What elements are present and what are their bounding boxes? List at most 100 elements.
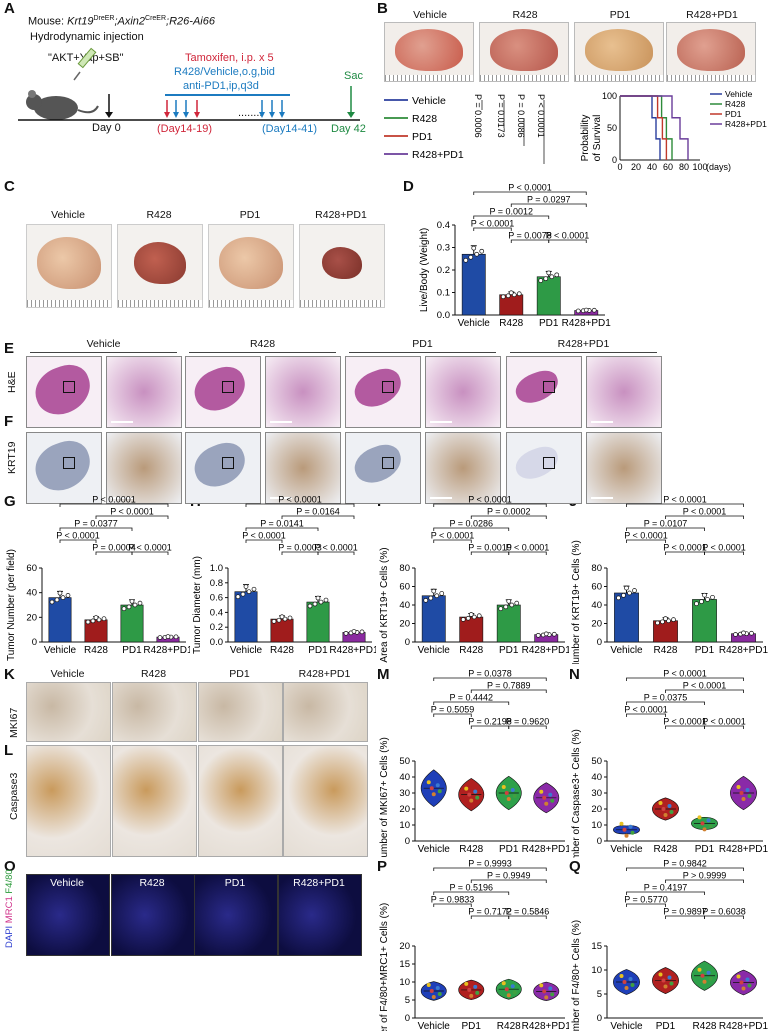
data-point <box>287 615 293 621</box>
significance-bracket <box>626 527 705 531</box>
panel-letter-e: E <box>4 340 15 357</box>
if-image <box>194 874 278 956</box>
data-point <box>463 257 469 263</box>
significance-bracket <box>626 701 705 705</box>
dots-label: ........ <box>238 107 263 119</box>
y-axis-label: Area of KRT19+ Cells (%) <box>379 547 390 662</box>
x-tick-label: PD1 <box>499 645 519 656</box>
significance-bracket <box>470 515 547 519</box>
column-label: PD1 <box>229 668 250 680</box>
zoom-section <box>425 432 501 504</box>
column-label: R428+PD1 <box>298 668 351 680</box>
liver-shape <box>490 29 558 71</box>
data-point <box>663 984 668 989</box>
data-point <box>706 970 711 975</box>
data-point <box>426 780 431 785</box>
x-tick-label: Vehicle <box>610 645 643 656</box>
y-tick-label: 0.8 <box>210 578 223 589</box>
survival-pval: P < 0.0001 <box>536 94 546 138</box>
data-point <box>661 807 666 811</box>
day0-label: Day 0 <box>92 122 121 134</box>
data-point <box>663 813 668 817</box>
data-point <box>624 833 629 838</box>
x-tick: 80 <box>679 162 689 172</box>
liver-photo <box>574 22 664 82</box>
data-point <box>671 617 676 623</box>
data-point <box>467 987 472 992</box>
p-value: P < 0.0001 <box>663 543 707 553</box>
data-point <box>548 986 553 991</box>
data-point <box>469 993 474 998</box>
mrc1-label: MRC1 <box>4 893 15 924</box>
liver-shape <box>395 29 463 71</box>
legend-label: R428+PD1 <box>412 149 464 161</box>
data-point <box>505 293 511 299</box>
data-point <box>575 308 581 314</box>
p-value: P = 0.6038 <box>702 907 746 917</box>
p-value: P < 0.0001 <box>702 543 746 553</box>
x-tick-label: Vehicle <box>418 645 451 656</box>
p-value: P = 0.0141 <box>260 519 304 529</box>
p-value: P = 0.9620 <box>506 717 550 727</box>
significance-bracket <box>548 239 587 243</box>
column-label: Vehicle <box>50 668 85 680</box>
mki67-image <box>198 682 283 742</box>
p-value: P = 0.0012 <box>489 207 533 217</box>
data-point <box>660 619 665 625</box>
y-tick-label: 0 <box>597 836 602 847</box>
y-tick: 100 <box>602 91 617 101</box>
if-image <box>26 874 110 956</box>
survival-curve <box>620 95 661 160</box>
p-value: P = 0.9833 <box>431 895 475 905</box>
tissue-section <box>349 363 407 413</box>
data-point <box>542 795 547 800</box>
data-point <box>627 590 632 596</box>
p-value: P = 0.0078 <box>508 231 552 241</box>
x-unit: (days) <box>706 162 731 172</box>
column-rule <box>30 352 177 353</box>
column-label: PD1 <box>224 877 246 889</box>
syringe-icon <box>73 47 97 81</box>
panel-n-chart: Number of Caspase3+ Cells (%) 0 10 20 30 40 50… <box>571 669 768 859</box>
day42-label: Day 42 <box>331 123 366 135</box>
data-point <box>460 617 466 622</box>
y-tick-label: 0 <box>32 637 37 648</box>
if-image <box>111 874 195 956</box>
data-point <box>702 827 707 832</box>
liver-photo <box>479 22 569 82</box>
x-tick-label: PD1 <box>499 844 519 855</box>
data-point <box>271 619 277 624</box>
data-point <box>504 791 509 795</box>
zoom-section <box>265 356 341 428</box>
significance-bracket <box>626 713 666 717</box>
column-rule <box>189 352 336 353</box>
zoom-box <box>63 381 75 393</box>
tamoxifen-arrows <box>164 100 200 118</box>
ruler <box>575 75 663 81</box>
zoom-box <box>543 381 555 393</box>
x-tick-label: PD1 <box>122 645 142 656</box>
x-tick-label: R428+PD1 <box>522 645 569 656</box>
y-tick-label: 0.2 <box>210 622 223 633</box>
x-tick-label: R428+PD1 <box>719 844 768 855</box>
data-point <box>435 986 440 990</box>
data-point <box>90 618 96 624</box>
data-point <box>591 307 597 313</box>
data-point <box>512 990 517 995</box>
data-point <box>312 601 318 607</box>
p-value: P < 0.0001 <box>92 495 136 505</box>
data-point <box>500 294 506 300</box>
y-tick-label: 0 <box>405 1013 410 1024</box>
x-tick: 100 <box>692 162 707 172</box>
data-point <box>741 630 746 636</box>
y-axis-label: Live/Body (Weight) <box>419 228 430 312</box>
data-point <box>583 307 589 313</box>
data-point <box>632 588 637 593</box>
photo-label: PD1 <box>609 9 631 21</box>
panel-letter-l: L <box>4 742 14 759</box>
data-point <box>669 981 674 986</box>
zoom-box <box>222 457 234 469</box>
significance-bracket <box>473 227 512 231</box>
y-tick-label: 40 <box>591 600 602 611</box>
schematic-graphics <box>18 47 360 121</box>
